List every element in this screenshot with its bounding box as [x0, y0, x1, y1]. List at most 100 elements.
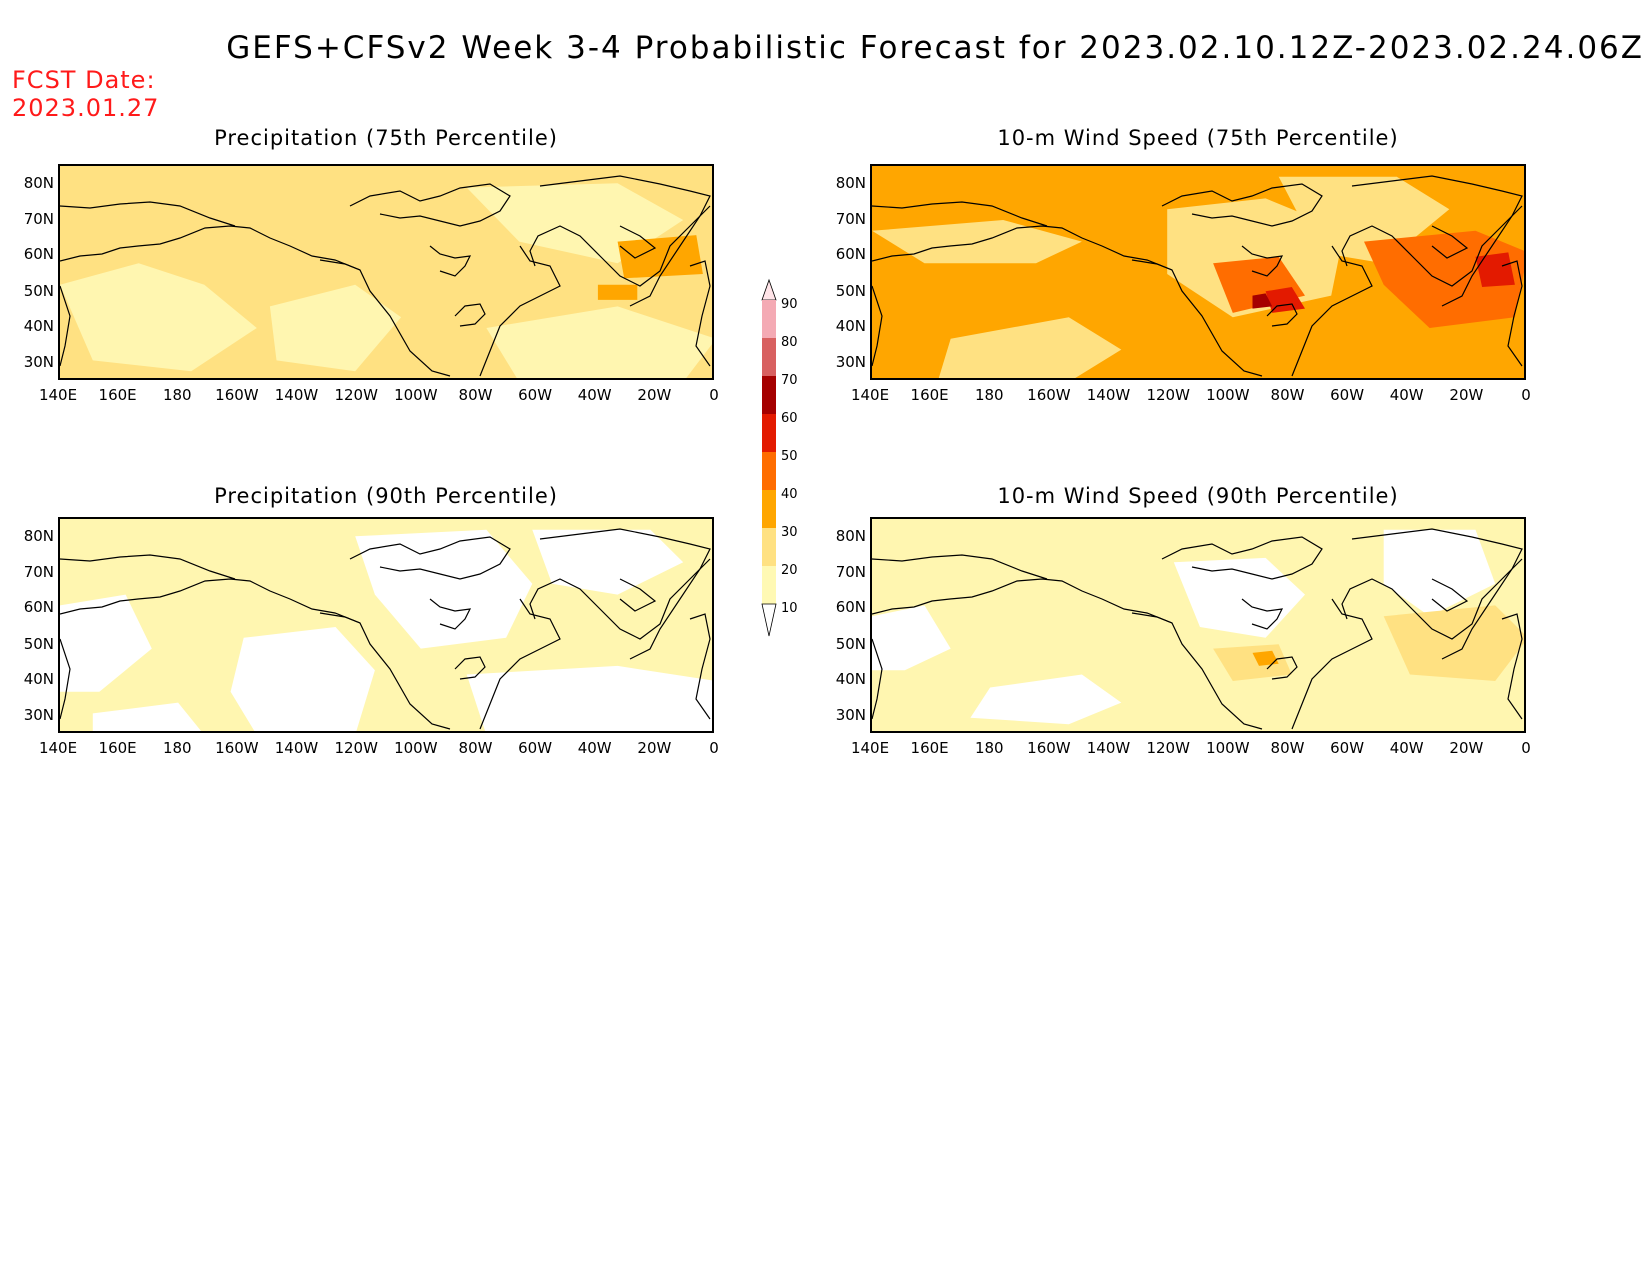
coastline [479, 245, 561, 377]
colorbar-label: 50 [781, 449, 798, 464]
lat-label: 60N [23, 245, 54, 263]
lon-label: 40W [1389, 739, 1424, 757]
coastline [1351, 175, 1523, 307]
lon-label: 100W [394, 739, 438, 757]
main-title: GEFS+CFSv2 Week 3-4 Probabilistic Foreca… [226, 30, 1644, 66]
probability-patch [466, 665, 712, 731]
lat-label: 40N [835, 670, 866, 688]
coastline [1291, 598, 1373, 730]
coastline [349, 536, 511, 580]
lon-label: 160W [215, 386, 259, 404]
coastline [454, 656, 486, 680]
lon-label: 180 [162, 386, 192, 404]
lon-label: 100W [1206, 739, 1250, 757]
coastline [1266, 656, 1298, 680]
probability-patch [486, 306, 712, 378]
lon-label: 0 [709, 386, 719, 404]
lon-label: 20W [637, 739, 672, 757]
colorbar-top-triangle [761, 278, 777, 301]
coastline [349, 183, 511, 227]
colorbar-segment [762, 490, 776, 528]
lon-label: 40W [577, 739, 612, 757]
probability-patch [1265, 287, 1305, 313]
lat-label: 30N [23, 353, 54, 371]
lon-label: 140W [274, 739, 319, 757]
coastline [539, 175, 711, 307]
colorbar-segment [762, 528, 776, 566]
coastline [1501, 260, 1523, 367]
lon-label: 120W [334, 386, 378, 404]
lon-label: 160E [98, 739, 137, 757]
lat-label: 80N [23, 527, 54, 545]
panel-title: Precipitation (90th Percentile) [214, 484, 558, 508]
coastline [1351, 528, 1523, 660]
probability-patch [1383, 529, 1496, 617]
lon-label: 100W [394, 386, 438, 404]
probability-patch [1475, 252, 1515, 287]
probability-patch [230, 627, 375, 731]
lon-label: 120W [1146, 386, 1190, 404]
probability-patch [269, 284, 402, 372]
lon-label: 120W [1146, 739, 1190, 757]
coastline [619, 225, 657, 259]
lon-label: 60W [1330, 386, 1365, 404]
colorbar-segment [762, 376, 776, 414]
colorbar-bottom-triangle [761, 603, 777, 637]
probability-patch [938, 317, 1122, 378]
coastline [1131, 612, 1173, 624]
lon-label: 60W [518, 386, 553, 404]
coastline [1241, 245, 1284, 277]
colorbar-segment [762, 338, 776, 376]
map-panel [58, 517, 714, 733]
lon-label: 140E [38, 739, 78, 757]
coastline [872, 554, 1048, 580]
coastline [1341, 205, 1523, 287]
lat-label: 50N [23, 282, 54, 300]
coastline [1341, 558, 1523, 640]
coastline [872, 201, 1048, 227]
lon-label: 80W [458, 386, 493, 404]
lon-label: 0 [709, 739, 719, 757]
coastline [60, 554, 236, 580]
coastline [454, 303, 486, 327]
lat-label: 30N [23, 706, 54, 724]
probability-patch [1252, 650, 1279, 666]
lon-label: 80W [1270, 386, 1305, 404]
coastline [872, 285, 883, 367]
coastline [539, 528, 711, 660]
lon-label: 40W [577, 386, 612, 404]
map-panel [870, 517, 1526, 733]
coastline [1431, 225, 1469, 259]
coastline [619, 578, 657, 612]
probability-patch [92, 702, 202, 731]
coastline [60, 638, 71, 720]
coastline [429, 598, 472, 630]
probability-patch [872, 605, 951, 671]
fcst-date-label: FCST Date: [12, 66, 156, 94]
colorbar-label: 90 [781, 297, 798, 312]
panel-title: Precipitation (75th Percentile) [214, 126, 558, 150]
lat-label: 40N [835, 317, 866, 335]
lon-label: 180 [974, 739, 1004, 757]
lon-label: 120W [334, 739, 378, 757]
probability-patch [872, 220, 1082, 264]
coastline [1161, 536, 1323, 580]
probability-patch [617, 235, 703, 279]
lat-label: 60N [835, 598, 866, 616]
lon-label: 160E [910, 386, 949, 404]
fcst-date-value: 2023.01.27 [12, 94, 160, 122]
coastline [429, 245, 472, 277]
lon-label: 20W [1449, 386, 1484, 404]
map-panel [870, 164, 1526, 380]
lon-label: 160E [98, 386, 137, 404]
coastline [529, 558, 711, 640]
lon-label: 100W [1206, 386, 1250, 404]
colorbar: 90 80 70 60 50 40 30 20 10 [760, 270, 840, 670]
coastline [1431, 578, 1469, 612]
colorbar-label: 60 [781, 411, 798, 426]
coastline [1131, 259, 1173, 271]
lat-label: 50N [835, 282, 866, 300]
lon-label: 160W [1027, 386, 1071, 404]
colorbar-label: 70 [781, 373, 798, 388]
coastline [479, 598, 561, 730]
